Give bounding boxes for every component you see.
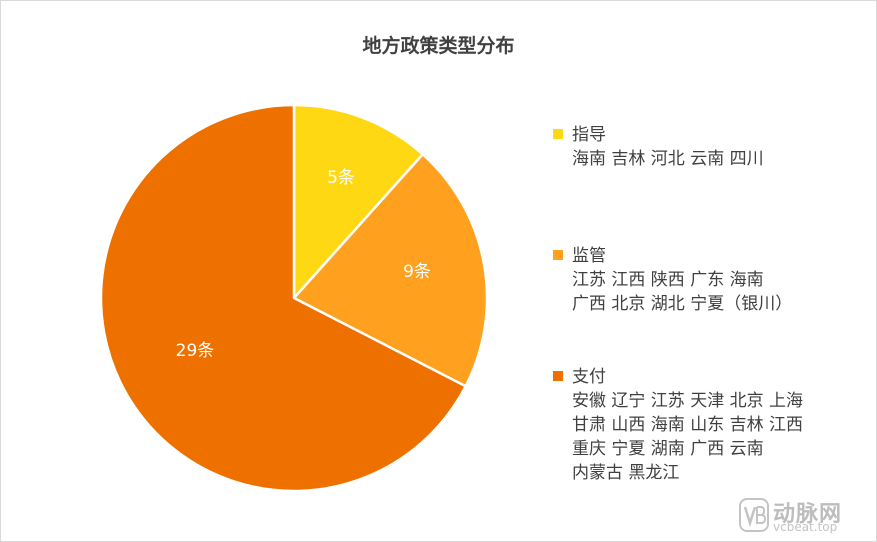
data-label-supervise: 9条 xyxy=(403,262,431,282)
legend-swatch xyxy=(553,371,563,381)
legend-region-line: 江苏 江西 陕西 广东 海南 xyxy=(572,270,764,290)
pie-slice-guide xyxy=(292,103,425,300)
legend-region-line: 安徽 辽宁 江苏 天津 北京 上海 xyxy=(572,391,804,411)
legend-region-line: 广西 北京 湖北 宁夏（银川） xyxy=(572,294,793,314)
vb-logo-icon xyxy=(739,498,769,532)
pie-slice-pay xyxy=(99,103,467,493)
legend-region-line: 重庆 宁夏 湖南 广西 云南 xyxy=(572,439,764,459)
legend-entry-pay: 支付安徽 辽宁 江苏 天津 北京 上海 甘肃 山西 海南 山东 吉林 江西 重庆 宁… xyxy=(553,365,803,485)
watermark-url: vcbeat.top xyxy=(773,520,838,534)
legend-entry-guide: 指导海南 吉林 河北 云南 四川 xyxy=(553,123,764,171)
legend-swatch xyxy=(553,250,563,260)
data-label-pay: 29条 xyxy=(176,341,215,361)
legend-entry-supervise: 监管江苏 江西 陕西 广东 海南广西 北京 湖北 宁夏（银川） xyxy=(553,244,792,316)
legend-region-line: 海南 吉林 河北 云南 四川 xyxy=(572,149,764,169)
pie-slice-supervise xyxy=(292,153,489,388)
legend-header: 指导 xyxy=(553,123,764,147)
legend-region-line: 内蒙古 黑龙江 xyxy=(572,463,680,483)
legend-name: 支付 xyxy=(572,367,606,387)
watermark-name: 动脉网 xyxy=(773,502,843,527)
legend-header: 监管 xyxy=(553,244,792,268)
legend-region-line: 甘肃 山西 海南 山东 吉林 江西 xyxy=(572,415,804,435)
legend-swatch xyxy=(553,129,563,139)
chart-title: 地方政策类型分布 xyxy=(362,35,515,57)
legend-name: 监管 xyxy=(572,246,606,266)
data-label-guide: 5条 xyxy=(327,168,355,188)
watermark: 动脉网 vcbeat.top xyxy=(739,496,869,536)
legend-name: 指导 xyxy=(572,125,606,145)
legend-header: 支付 xyxy=(553,365,803,389)
